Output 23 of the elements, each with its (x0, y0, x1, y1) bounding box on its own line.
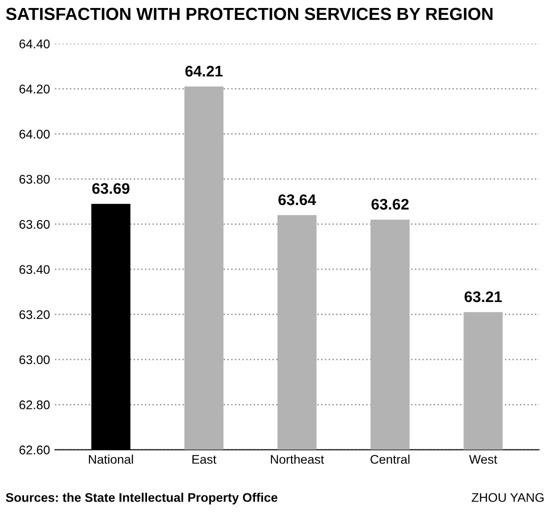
x-tick-label: National (88, 454, 133, 464)
source-note: Sources: the State Intellectual Property Office (6, 492, 278, 504)
data-label: 63.62 (372, 198, 409, 210)
x-tick-label: Central (370, 454, 410, 464)
y-tick-label: 62.60 (19, 446, 50, 454)
y-tick-label: 64.40 (19, 39, 50, 48)
chart-title: SATISFACTION WITH PROTECTION SERVICES BY REGION (6, 8, 492, 20)
x-tick-label: Northeast (270, 454, 324, 464)
data-label: 63.64 (278, 194, 316, 206)
y-tick-label: 62.80 (19, 400, 50, 410)
y-tick-label: 63.40 (19, 265, 50, 274)
y-tick-label: 63.80 (19, 174, 50, 184)
y-tick-label: 64.20 (19, 84, 50, 94)
x-tick-label: East (192, 455, 216, 464)
data-label: 64.21 (185, 66, 223, 77)
data-label: 63.21 (464, 291, 502, 302)
text: ZHOU YANG (472, 493, 544, 502)
x-tick-label: West (469, 455, 498, 464)
y-tick-label: 63.60 (19, 220, 50, 229)
y-tick-label: 63.20 (19, 310, 50, 320)
y-tick-label: 63.00 (19, 355, 50, 364)
data-label: 63.69 (92, 183, 130, 194)
y-tick-label: 64.00 (19, 130, 50, 139)
